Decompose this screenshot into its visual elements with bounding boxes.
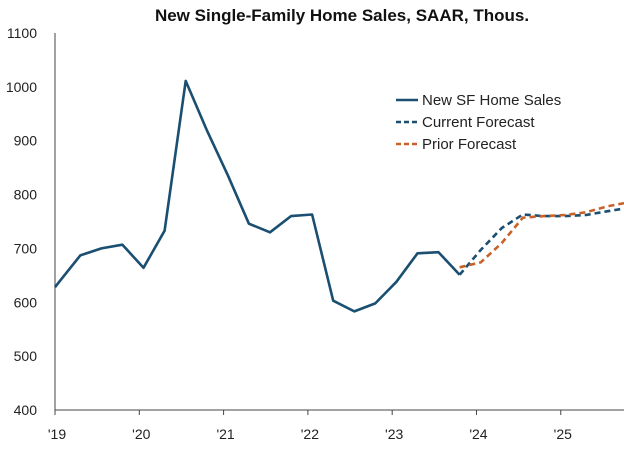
- series-line-prior-forecast: [459, 201, 624, 269]
- legend-label: Prior Forecast: [422, 136, 517, 153]
- x-tick-label: '25: [554, 426, 572, 442]
- x-tick-label: '22: [301, 426, 319, 442]
- y-tick-label: 400: [14, 402, 38, 418]
- legend-label: New SF Home Sales: [422, 92, 561, 109]
- x-tick-label: '24: [469, 426, 487, 442]
- y-tick-label: 1000: [6, 79, 37, 95]
- x-tick-label: '23: [385, 426, 403, 442]
- x-tick-label: '20: [132, 426, 150, 442]
- y-tick-label: 1100: [7, 25, 37, 41]
- series-line-current-forecast: [458, 207, 624, 276]
- series-lines: [53, 79, 624, 313]
- y-tick-label: 700: [14, 240, 38, 256]
- legend-label: Current Forecast: [422, 114, 535, 131]
- plot-area: 400 500 600 700 800 900 1000 1100 '19 '20 '21 '22 '2…: [6, 25, 624, 442]
- x-tick-label: '19: [48, 426, 66, 442]
- chart-title: New Single-Family Home Sales, SAAR, Thou…: [154, 6, 530, 25]
- y-tick-label: 900: [14, 133, 38, 149]
- y-tick-label: 800: [14, 187, 38, 203]
- x-tick-label: '21: [216, 426, 234, 442]
- y-tick-label: 600: [14, 294, 38, 310]
- y-tick-label: 500: [14, 348, 38, 364]
- legend: New SF Home Sales Current Forecast Prior F…: [396, 92, 561, 153]
- series-line-new-sf-home-sales: [53, 79, 461, 313]
